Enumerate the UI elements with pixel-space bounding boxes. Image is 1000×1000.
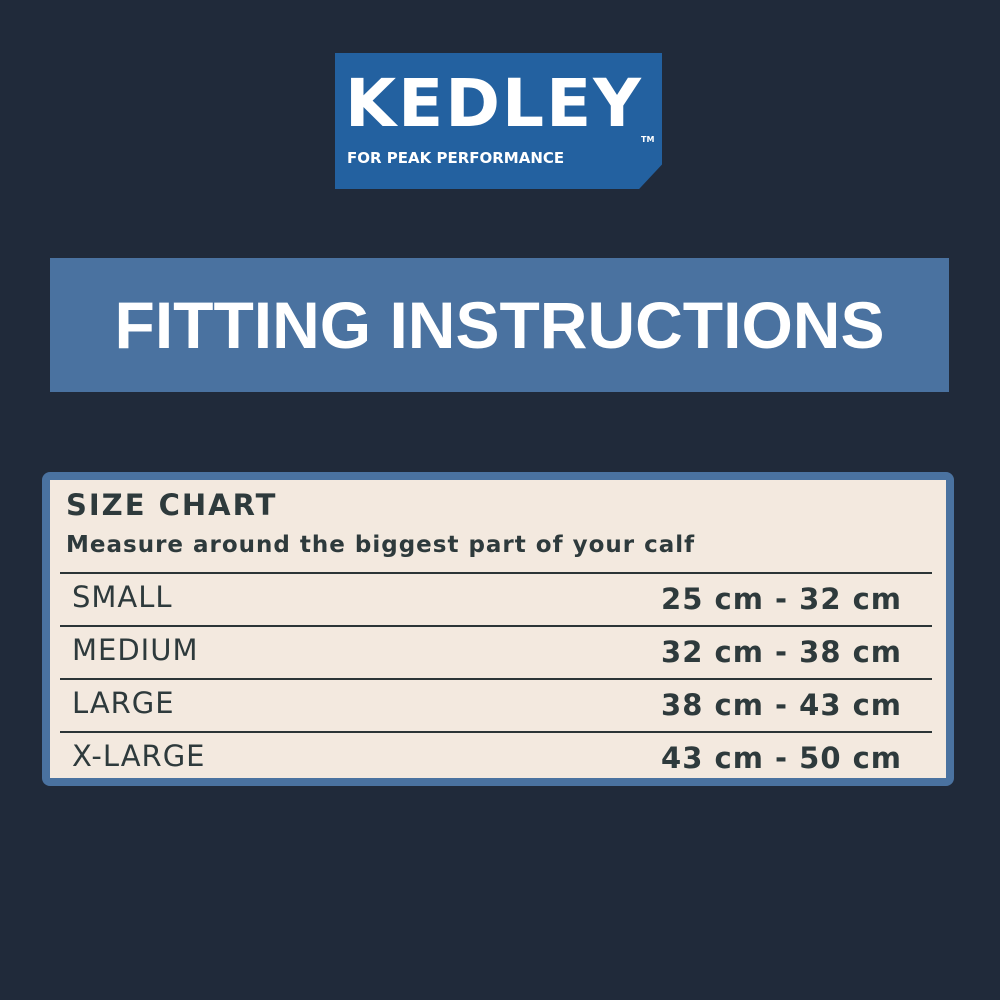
size-range: 38 cm - 43 cm: [661, 688, 902, 722]
size-range: 43 cm - 50 cm: [661, 741, 902, 775]
size-chart-title: SIZE CHART: [66, 488, 278, 522]
table-row: LARGE 38 cm - 43 cm: [60, 678, 932, 732]
kedley-logo: KEDLEY TM FOR PEAK PERFORMANCE: [335, 53, 662, 189]
size-chart: SIZE CHART Measure around the biggest pa…: [50, 480, 946, 778]
size-label: X-LARGE: [72, 739, 206, 773]
size-range: 25 cm - 32 cm: [661, 582, 902, 616]
size-label: LARGE: [72, 686, 175, 720]
size-chart-subtitle: Measure around the biggest part of your …: [66, 532, 696, 558]
table-row: SMALL 25 cm - 32 cm: [60, 572, 932, 626]
logo-brand: KEDLEY: [345, 65, 643, 142]
size-chart-card: SIZE CHART Measure around the biggest pa…: [42, 472, 954, 786]
size-label: MEDIUM: [72, 633, 199, 667]
trademark: TM: [641, 135, 655, 144]
size-label: SMALL: [72, 580, 173, 614]
page-title: FITTING INSTRUCTIONS: [114, 288, 885, 362]
table-row: X-LARGE 43 cm - 50 cm: [60, 731, 932, 785]
logo-tagline: FOR PEAK PERFORMANCE: [347, 149, 565, 167]
size-range: 32 cm - 38 cm: [661, 635, 902, 669]
table-row: MEDIUM 32 cm - 38 cm: [60, 625, 932, 679]
title-banner: FITTING INSTRUCTIONS: [50, 258, 949, 392]
